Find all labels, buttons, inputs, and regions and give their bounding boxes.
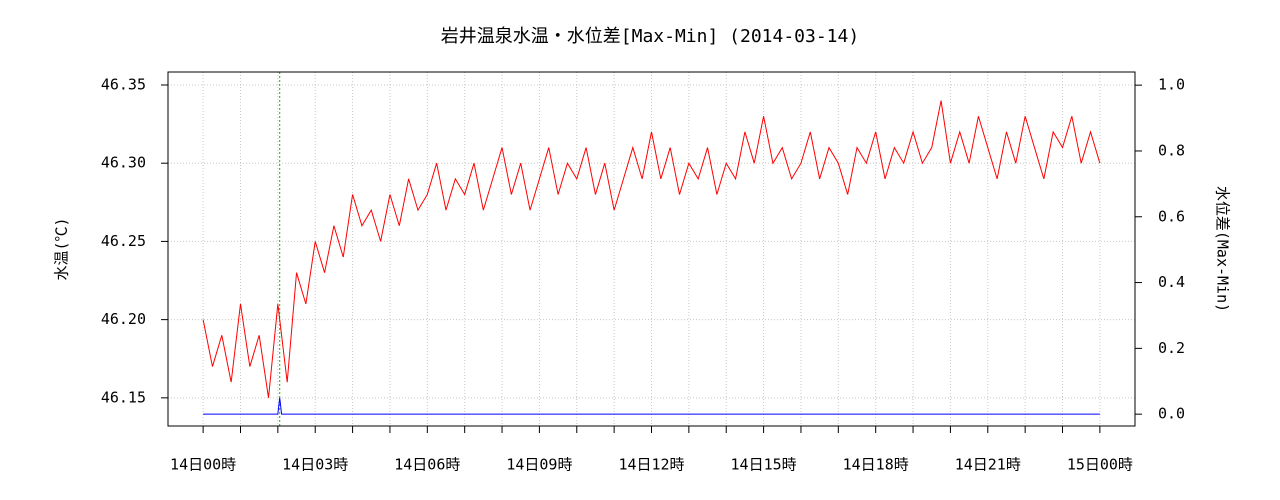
data-line [203,397,1100,415]
x-tick-label: 14日12時 [618,456,684,474]
x-tick-label: 14日21時 [955,456,1021,474]
x-tick-label: 15日00時 [1067,456,1133,474]
x-tick-label: 14日15時 [731,456,797,474]
x-tick-label: 14日06時 [394,456,460,474]
data-line [202,100,1101,398]
y-tick-label: 46.25 [101,232,146,250]
y2-axis-label: 水位差(Max-Min) [1214,186,1232,312]
x-tick-label: 14日00時 [170,456,236,474]
y2-tick-label: 0.4 [1158,273,1185,291]
y-tick-label: 46.20 [101,310,146,328]
y-tick-label: 46.30 [101,154,146,172]
y2-tick-label: 0.6 [1158,207,1185,225]
x-tick-label: 14日03時 [282,456,348,474]
y-axis-label: 水温(℃) [53,217,71,280]
plot-frame [167,71,1136,427]
y2-tick-label: 0.0 [1158,405,1185,423]
x-tick-label: 14日09時 [506,456,572,474]
y-tick-label: 46.35 [101,75,146,93]
y2-tick-label: 0.2 [1158,339,1185,357]
y2-tick-label: 0.8 [1158,141,1185,159]
y-tick-label: 46.15 [101,388,146,406]
chart-title: 岩井温泉水温・水位差[Max-Min] (2014-03-14) [441,26,859,47]
x-tick-label: 14日18時 [843,456,909,474]
y2-tick-label: 1.0 [1158,76,1185,94]
